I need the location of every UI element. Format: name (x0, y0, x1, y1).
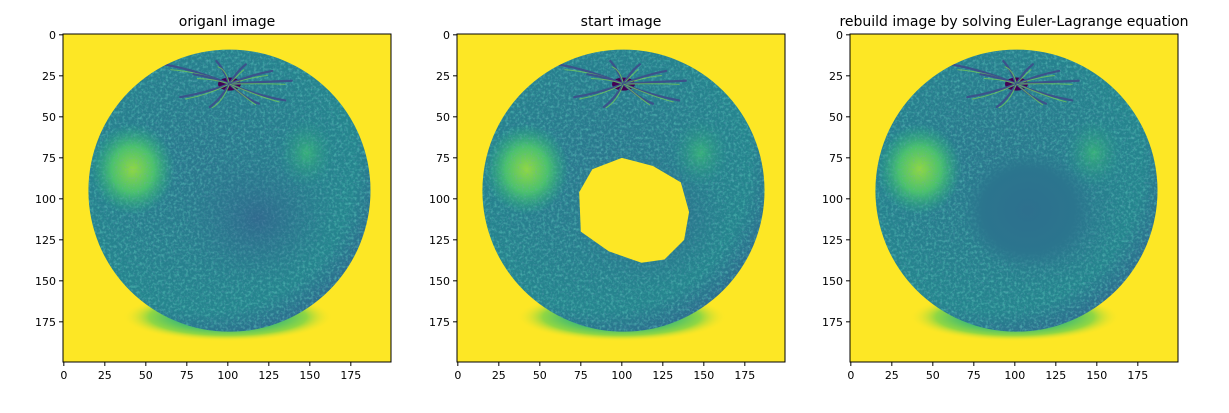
x-tick-label: 75 (574, 369, 588, 382)
x-tick-label: 25 (98, 369, 112, 382)
x-tick-label: 175 (340, 369, 361, 382)
axes-frame (62, 33, 392, 363)
y-axis-ticks: 0 25 50 75 100 125 150 175 (35, 29, 63, 329)
fruit-stem (162, 59, 293, 109)
x-tick-label: 25 (492, 369, 506, 382)
x-tick-label: 25 (885, 369, 899, 382)
x-tick-label: 175 (734, 369, 755, 382)
y-tick-label: 25 (42, 70, 56, 83)
axes-frame (456, 33, 786, 363)
y-tick-label: 100 (822, 193, 843, 206)
y-tick-label: 175 (35, 316, 56, 329)
y-tick-label: 100 (429, 193, 450, 206)
image-panel-1: 0 25 50 75 100 125 150 175 0 25 50 75 100 125 150 175 or… (35, 14, 392, 382)
y-axis-ticks: 0 25 50 75 100 125 150 175 (429, 29, 457, 329)
y-tick-label: 150 (429, 275, 450, 288)
missing-region-hole (579, 157, 690, 263)
y-tick-label: 125 (35, 234, 56, 247)
x-tick-label: 150 (299, 369, 320, 382)
x-tick-label: 100 (1004, 369, 1025, 382)
x-tick-label: 0 (60, 369, 67, 382)
image-panel-2: 0 25 50 75 100 125 150 175 0 25 50 75 100 125 150 175 st… (429, 14, 786, 382)
panel-title: origanl image (179, 14, 276, 30)
y-tick-label: 150 (35, 275, 56, 288)
y-tick-label: 0 (49, 29, 56, 42)
y-axis-ticks: 0 25 50 75 100 125 150 175 (822, 29, 850, 329)
x-axis-ticks: 0 25 50 75 100 125 150 175 (847, 362, 1148, 382)
y-tick-label: 175 (429, 316, 450, 329)
image-area (457, 34, 785, 362)
image-area (850, 34, 1178, 362)
x-tick-label: 125 (258, 369, 279, 382)
inpainted-region (962, 151, 1094, 270)
y-tick-label: 75 (436, 152, 450, 165)
x-tick-label: 125 (652, 369, 673, 382)
image-panel-3: 0 25 50 75 100 125 150 175 0 25 50 75 100 125 150 175 re… (822, 14, 1189, 382)
y-tick-label: 175 (822, 316, 843, 329)
fruit-stem (949, 59, 1080, 109)
x-tick-label: 125 (1045, 369, 1066, 382)
x-tick-label: 0 (847, 369, 854, 382)
y-tick-label: 50 (436, 111, 450, 124)
x-tick-label: 50 (926, 369, 940, 382)
y-tick-label: 150 (822, 275, 843, 288)
x-tick-label: 150 (693, 369, 714, 382)
y-tick-label: 125 (429, 234, 450, 247)
y-tick-label: 25 (829, 70, 843, 83)
y-tick-label: 25 (436, 70, 450, 83)
y-tick-label: 100 (35, 193, 56, 206)
x-tick-label: 150 (1086, 369, 1107, 382)
x-tick-label: 50 (533, 369, 547, 382)
x-tick-label: 175 (1127, 369, 1148, 382)
x-axis-ticks: 0 25 50 75 100 125 150 175 (454, 362, 755, 382)
y-tick-label: 75 (829, 152, 843, 165)
fruit-shading (875, 49, 1158, 332)
x-tick-label: 0 (454, 369, 461, 382)
y-tick-label: 125 (822, 234, 843, 247)
y-tick-label: 0 (443, 29, 450, 42)
x-axis-ticks: 0 25 50 75 100 125 150 175 (60, 362, 361, 382)
panel-title: rebuild image by solving Euler-Lagrange … (839, 14, 1188, 30)
fruit-shading (88, 49, 371, 332)
y-tick-label: 50 (829, 111, 843, 124)
x-tick-label: 75 (967, 369, 981, 382)
x-tick-label: 75 (180, 369, 194, 382)
x-tick-label: 100 (611, 369, 632, 382)
image-area (63, 34, 391, 362)
y-tick-label: 0 (836, 29, 843, 42)
x-tick-label: 50 (139, 369, 153, 382)
y-tick-label: 50 (42, 111, 56, 124)
x-tick-label: 100 (217, 369, 238, 382)
fruit-stem (556, 59, 687, 109)
axes-frame (849, 33, 1179, 363)
panel-title: start image (581, 14, 662, 30)
y-tick-label: 75 (42, 152, 56, 165)
